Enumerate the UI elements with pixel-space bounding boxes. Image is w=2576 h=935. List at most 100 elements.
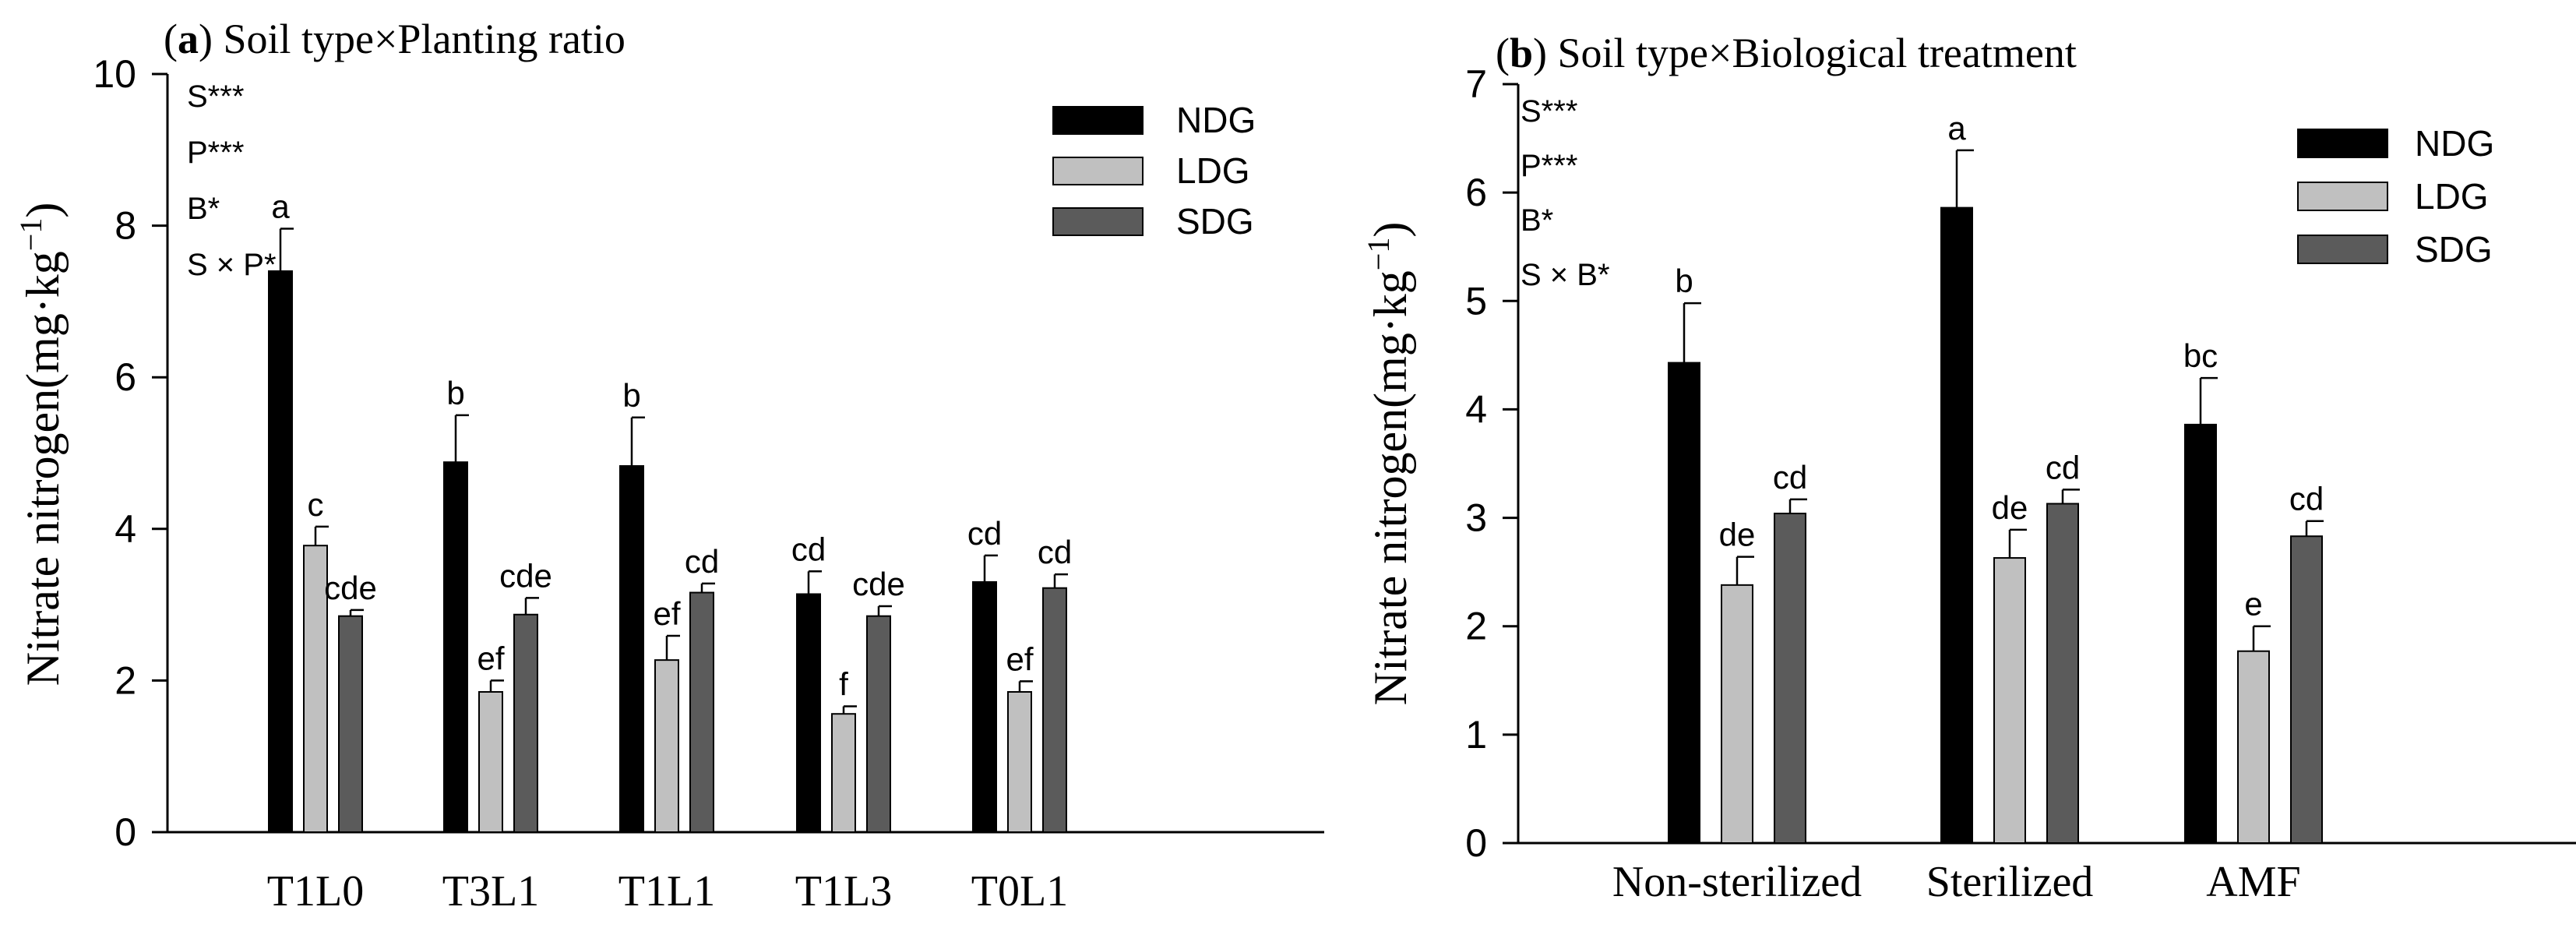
panel-a-bar-sdg: [338, 615, 363, 833]
panel-b-ylabel-sup: −1: [1361, 238, 1396, 271]
panel-b-anova-label: S***: [1521, 94, 1577, 129]
panel-a-y-axis-label: Nitrate nitrogen(mg·kg−1): [13, 203, 69, 686]
panel-a-category-label: T1L0: [267, 867, 364, 916]
panel-a-bar-ldg: [654, 659, 679, 834]
panel-a-significance-letter: cde: [499, 557, 552, 594]
panel-b-y-tick-label: 4: [1465, 387, 1487, 431]
panel-b-bar-sdg: [2046, 503, 2079, 844]
panel-b-bar-ndg: [2184, 423, 2217, 844]
panel-b-legend-swatch-ldg: [2297, 182, 2388, 211]
panel-a-category-label: T1L3: [795, 867, 892, 916]
panel-a-significance-letter: cd: [1038, 534, 1072, 570]
panel-b-anova-label: S × B*: [1521, 258, 1610, 292]
panel-a-chart: (a) Soil type×Planting ratio Nitrate nit…: [13, 16, 1324, 916]
panel-a-anova-label: S × P*: [187, 248, 277, 282]
panel-a-legend-swatch-sdg: [1052, 207, 1144, 236]
panel-a-y-tick-label: 6: [115, 355, 136, 399]
panel-b-significance-letter: cd: [2289, 481, 2324, 517]
panel-a-tag: a: [178, 16, 199, 62]
panel-a-bar-ldg: [1007, 690, 1032, 833]
panel-a-anova-label: S***: [187, 79, 244, 114]
panel-b-significance-letter: de: [1992, 489, 2028, 526]
panel-a-significance-letter: ef: [1006, 640, 1033, 677]
panel-b-title: (b) Soil type×Biological treatment: [1496, 30, 2077, 76]
panel-a-y-tick-label: 4: [115, 507, 136, 551]
panel-b-significance-letter: de: [1719, 517, 1756, 553]
panel-b-significance-letter: b: [1675, 263, 1693, 299]
panel-b-y-tick-label: 5: [1465, 279, 1487, 323]
panel-a-ylabel-main: Nitrate nitrogen(mg·kg: [17, 251, 69, 686]
panel-b-legend-label-ndg: NDG: [2415, 123, 2494, 164]
panel-b-significance-letter: a: [1947, 110, 1966, 146]
panel-b-significance-letter: bc: [2183, 337, 2218, 374]
panel-a-anova-label: B*: [187, 192, 220, 226]
panel-b-y-tick-label: 1: [1465, 713, 1487, 757]
panel-b-significance-letter: cd: [2046, 449, 2080, 485]
panel-b-y-axis-label: Nitrate nitrogen(mg·kg−1): [1361, 222, 1416, 706]
panel-a-anova-label: P***: [187, 136, 244, 170]
panel-b-bar-ldg: [1993, 557, 2026, 844]
panel-a-y-tick-label: 8: [115, 204, 136, 248]
panel-a-bar-ndg: [796, 593, 821, 834]
panel-a-bar-ndg: [268, 270, 293, 834]
panel-a-significance-letter: cd: [967, 515, 1002, 552]
panel-b-bar-ndg: [1940, 206, 1973, 844]
panel-b-legend-swatch-ndg: [2297, 129, 2388, 158]
panel-b-tag: b: [1510, 30, 1533, 76]
panel-a-y-tick-label: 2: [115, 658, 136, 702]
panel-a-legend-swatch-ldg: [1052, 157, 1144, 185]
panel-a-bar-ldg: [478, 690, 503, 833]
panel-b-y-tick-label: 7: [1465, 62, 1487, 106]
panel-b-chart: (b) Soil type×Biological treatment Nitra…: [1361, 30, 2576, 906]
panel-b-y-tick-label: 3: [1465, 496, 1487, 540]
panel-a-y-tick-label: 10: [93, 52, 136, 96]
panel-a-significance-letter: b: [622, 377, 640, 414]
panel-b-bar-ldg: [1721, 584, 1753, 845]
panel-a-title: (a) Soil type×Planting ratio: [164, 16, 625, 62]
panel-b-ylabel-main: Nitrate nitrogen(mg·kg: [1365, 270, 1416, 705]
panel-b-legend-label-ldg: LDG: [2415, 176, 2489, 217]
panel-b-title-text: Soil type×Biological treatment: [1558, 30, 2077, 76]
panel-a-significance-letter: cd: [791, 531, 826, 567]
panel-a-significance-letter: c: [308, 486, 324, 523]
panel-a-category-label: T1L1: [618, 867, 715, 916]
panel-a-significance-letter: f: [839, 665, 848, 702]
panel-a-legend-label-ldg: LDG: [1176, 150, 1250, 191]
panel-a-legend-label-sdg: SDG: [1176, 201, 1254, 242]
panel-a-bar-sdg: [513, 613, 538, 834]
panel-b-bar-ndg: [1668, 362, 1700, 844]
panel-b-y-tick-label: 2: [1465, 605, 1487, 648]
panel-b-category-label: AMF: [2206, 858, 2300, 906]
panel-a-bar-sdg: [866, 615, 891, 833]
panel-a-significance-letter: ef: [477, 640, 504, 676]
panel-a-ylabel-close: ): [17, 203, 69, 218]
panel-a-title-text: Soil type×Planting ratio: [223, 16, 625, 62]
panel-b-category-label: Sterilized: [1926, 858, 2094, 906]
panel-b-significance-letter: e: [2244, 586, 2262, 623]
panel-a-bar-ldg: [831, 713, 856, 833]
panel-b-legend-swatch-sdg: [2297, 235, 2388, 264]
panel-b-bar-ldg: [2237, 650, 2270, 845]
panel-b-y-tick-label: 6: [1465, 171, 1487, 214]
panel-a-legend-swatch-ndg: [1052, 106, 1144, 135]
panel-a-significance-letter: ef: [653, 595, 680, 632]
panel-b-anova-label: B*: [1521, 203, 1553, 238]
panel-a-category-label: T0L1: [971, 867, 1068, 916]
panel-a-significance-letter: cde: [324, 570, 377, 606]
panel-b-anova-label: P***: [1521, 149, 1577, 183]
panel-b-bar-sdg: [2290, 535, 2323, 844]
panel-b-y-tick-label: 0: [1465, 821, 1487, 865]
panel-a-bar-sdg: [1042, 587, 1067, 833]
panel-b-significance-letter: cd: [1773, 459, 1807, 496]
panel-a-bar-sdg: [689, 591, 714, 833]
panel-a-bar-ndg: [972, 580, 997, 833]
panel-b-ylabel-close: ): [1365, 222, 1416, 238]
panel-a-legend-label-ndg: NDG: [1176, 100, 1256, 140]
panel-a-significance-letter: cde: [852, 566, 905, 602]
panel-a-bar-ndg: [619, 465, 644, 834]
panel-a-significance-letter: b: [446, 375, 464, 411]
panel-a-y-tick-label: 0: [115, 810, 136, 854]
panel-a-significance-letter: cd: [685, 543, 719, 580]
panel-a-ylabel-sup: −1: [13, 218, 48, 252]
